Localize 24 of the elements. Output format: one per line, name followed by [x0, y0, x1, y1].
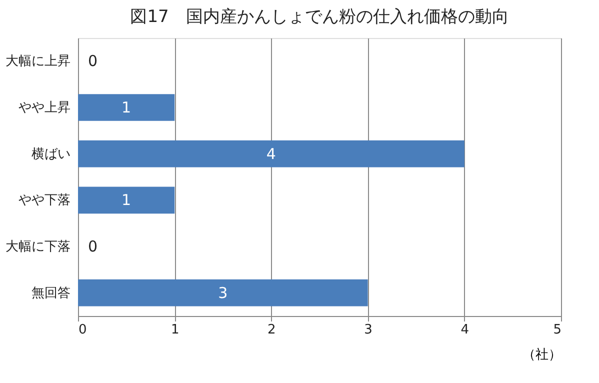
y-tick-label: 無回答: [32, 286, 70, 301]
data-label: 0: [88, 52, 98, 70]
data-label: 1: [122, 98, 132, 116]
bar: [78, 279, 368, 306]
x-tick-label: 4: [460, 322, 470, 338]
data-label: 1: [122, 191, 132, 210]
data-label: 4: [266, 144, 276, 163]
x-tick-label: 2: [268, 322, 276, 338]
x-axis-title: （社）: [522, 348, 562, 362]
bar: [78, 140, 464, 168]
x-tick-label: 3: [364, 322, 372, 338]
y-tick-label: 大幅に上昇: [6, 54, 70, 70]
data-label: 3: [218, 284, 228, 302]
x-tick-label: 1: [170, 322, 180, 338]
y-tick-label: 大幅に下落: [6, 240, 70, 254]
bar: [78, 94, 175, 121]
y-tick-label: やや下落: [18, 193, 70, 208]
chart-title: 図17 国内産かんしょでん粉の仕入れ価格の動向: [130, 7, 509, 27]
y-tick-label: やや上昇: [18, 100, 70, 116]
x-tick-label: 5: [553, 322, 562, 338]
y-tick-label: 横ばい: [32, 146, 70, 162]
x-tick-label: 0: [78, 322, 87, 338]
data-label: 0: [88, 238, 98, 256]
bar: [78, 186, 175, 214]
